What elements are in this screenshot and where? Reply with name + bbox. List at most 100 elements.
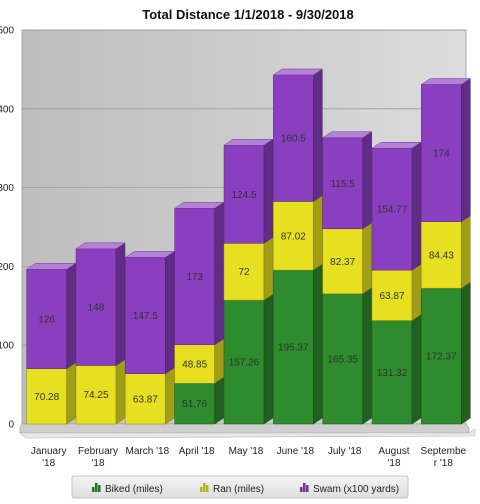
data-label: 147.5 <box>133 311 158 322</box>
bar-segment <box>125 257 166 374</box>
bar-segment <box>125 373 166 425</box>
x-tick-label: August '18 <box>378 446 409 469</box>
data-label: 172.37 <box>426 352 457 363</box>
data-label: 154.77 <box>377 205 408 216</box>
bar-stack: 195.37 87.02 160.5 <box>272 68 324 425</box>
y-tick-label: 500 <box>0 26 14 37</box>
bar-segment <box>223 144 265 244</box>
data-label: 115.5 <box>331 179 356 190</box>
legend-label: Swam (x100 yards) <box>313 484 399 495</box>
bar-segment-side <box>313 195 323 271</box>
bar-segment-side <box>115 242 126 366</box>
y-tick-label: 300 <box>0 183 14 194</box>
bar-segment <box>75 365 117 425</box>
legend-box <box>71 475 409 499</box>
y-tick-label: 200 <box>0 262 14 273</box>
bar-segment <box>322 228 363 294</box>
bar-top <box>272 68 324 76</box>
bar-segment-side <box>362 222 372 295</box>
legend-item: Ran (miles) <box>200 483 264 495</box>
bar-stack: 70.28 126 <box>25 262 77 425</box>
legend-swatch <box>300 487 303 492</box>
bar-segment-side <box>411 141 422 271</box>
bar-stack: 74.25 148 <box>75 242 126 425</box>
legend-label: Biked (miles) <box>105 484 163 495</box>
data-label: 63.87 <box>379 291 404 302</box>
data-label: 160.5 <box>281 134 306 145</box>
bar-segment-side <box>362 287 372 425</box>
x-tick-label: May '18 <box>229 446 264 457</box>
data-label: 131.32 <box>377 368 408 379</box>
data-label: 126 <box>38 314 55 325</box>
bar-segment-side <box>263 293 274 425</box>
bar-segment-side <box>461 215 471 289</box>
bar-segment <box>174 382 215 425</box>
data-label: 87.02 <box>281 231 306 242</box>
bar-top <box>223 138 274 146</box>
bar-segment <box>421 287 462 425</box>
bar-segment <box>322 137 363 230</box>
bar-segment-side <box>214 338 224 384</box>
bar-segment-side <box>263 236 274 301</box>
bar-top <box>321 131 373 139</box>
bar-segment <box>223 243 265 301</box>
bar-segment <box>421 84 462 222</box>
data-label: 124.5 <box>231 190 256 201</box>
bar-segment-side <box>214 376 224 425</box>
bar-segment-side <box>362 131 372 230</box>
x-tick-label: April '18 <box>179 446 215 457</box>
bar-segment-side <box>313 68 323 202</box>
bar-top <box>75 242 126 250</box>
chart-title: Total Distance 1/1/2018 - 9/30/2018 <box>142 7 354 22</box>
data-label: 70.28 <box>34 392 59 403</box>
data-label: 195.37 <box>278 343 309 354</box>
data-label: 174 <box>433 149 450 160</box>
data-label: 63.87 <box>133 394 158 405</box>
data-label: 84.43 <box>429 250 454 261</box>
legend-item: Biked (miles) <box>92 483 163 495</box>
legend-label: Ran (miles) <box>213 484 264 495</box>
legend-item: Swam (x100 yards) <box>300 483 399 495</box>
bar-segment-side <box>115 359 126 425</box>
bar-segment <box>223 299 265 425</box>
bars: 70.28 126 74.25 148 63.87 147.5 51.76 48.85 173 1… <box>25 68 472 425</box>
y-tick-label: 0 <box>8 420 14 431</box>
legend: Biked (miles) Ran (miles) Swam (x100 yards… <box>71 475 409 499</box>
bar-stack: 63.87 147.5 <box>124 250 176 425</box>
data-label: 48.85 <box>182 359 207 370</box>
bar-stack: 157.26 72 124.5 <box>223 138 274 425</box>
bar-segment-side <box>66 362 76 425</box>
x-tick-label: June '18 <box>277 446 315 457</box>
bar-segment-side <box>66 262 76 370</box>
bar-segment <box>273 74 314 202</box>
bar-top <box>124 251 176 258</box>
bar-top <box>371 141 422 149</box>
bar-segment <box>75 248 117 366</box>
bar-segment-side <box>165 367 175 425</box>
data-label: 51.76 <box>182 399 207 410</box>
x-tick-label: January '18 <box>31 446 67 469</box>
data-label: 157.26 <box>229 358 260 369</box>
bar-stack: 165.35 82.37 115.5 <box>321 131 373 425</box>
bar-segment-side <box>461 281 471 425</box>
bar-stack: 172.37 84.43 174 <box>420 78 472 425</box>
x-tick-label: July '18 <box>328 446 362 457</box>
data-label: 74.25 <box>83 390 108 401</box>
bar-segment-side <box>214 201 224 346</box>
data-label: 173 <box>186 272 203 283</box>
bar-segment-side <box>165 250 175 375</box>
bar-segment-side <box>461 78 471 223</box>
y-tick-label: 400 <box>0 104 14 115</box>
data-label: 148 <box>88 303 105 314</box>
data-label: 165.35 <box>327 354 358 365</box>
legend-swatch <box>92 487 95 492</box>
bar-segment <box>421 221 462 289</box>
legend-swatch <box>200 487 203 492</box>
bar-segment-side <box>313 263 323 425</box>
bar-top <box>173 202 225 209</box>
bar-stack: 51.76 48.85 173 <box>173 201 225 425</box>
bar-segment-side <box>411 263 422 321</box>
bar-stack: 131.32 63.87 154.77 <box>371 141 422 425</box>
bar-segment-side <box>411 314 422 425</box>
